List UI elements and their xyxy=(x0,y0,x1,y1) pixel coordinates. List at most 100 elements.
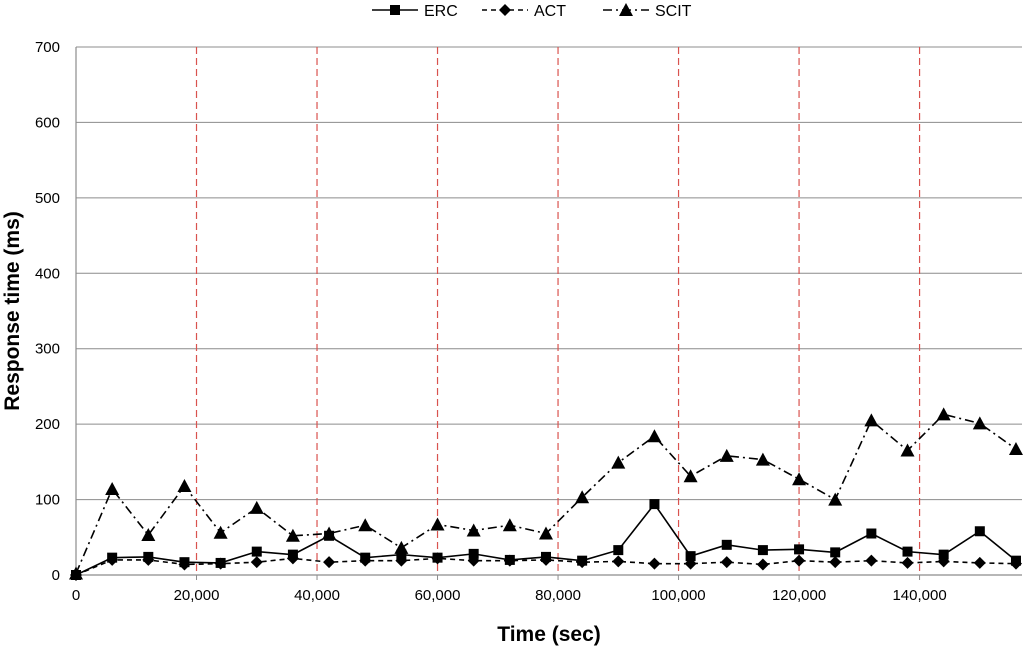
x-tick-label: 80,000 xyxy=(535,587,581,604)
vertical-reference-lines xyxy=(195,47,921,575)
x-tick-label: 140,000 xyxy=(892,587,946,604)
data-point-scit xyxy=(538,526,553,540)
data-point-act xyxy=(612,555,625,568)
data-point-act xyxy=(1009,557,1022,570)
legend-marker-scit xyxy=(619,3,633,16)
data-point-scit xyxy=(105,482,120,496)
data-point-erc xyxy=(757,545,768,556)
data-point-scit xyxy=(900,443,915,457)
data-point-scit xyxy=(864,413,879,427)
data-point-scit xyxy=(430,517,445,531)
data-point-act xyxy=(576,556,589,569)
data-point-erc xyxy=(938,549,949,560)
data-point-act xyxy=(901,556,914,569)
data-point-scit xyxy=(394,540,409,554)
data-point-erc xyxy=(974,526,985,537)
data-series xyxy=(69,407,1023,581)
data-point-act xyxy=(142,553,155,566)
data-point-scit xyxy=(213,525,228,539)
data-point-erc xyxy=(649,499,660,510)
data-point-act xyxy=(684,557,697,570)
data-point-erc xyxy=(830,547,841,558)
data-point-erc xyxy=(613,545,624,556)
legend-label-erc: ERC xyxy=(424,3,458,20)
legend-marker-act xyxy=(499,4,511,16)
y-tick-label: 700 xyxy=(35,39,60,56)
data-point-act xyxy=(937,555,950,568)
legend-marker-erc xyxy=(390,5,400,15)
data-point-scit xyxy=(358,518,373,532)
data-point-erc xyxy=(251,546,262,557)
data-point-scit xyxy=(322,526,337,540)
data-point-act xyxy=(756,558,769,571)
y-tick-label: 300 xyxy=(35,341,60,358)
data-point-act xyxy=(359,554,372,567)
data-point-scit xyxy=(69,566,83,580)
data-point-scit xyxy=(502,518,517,532)
data-point-erc xyxy=(396,549,407,560)
x-tick-label: 20,000 xyxy=(174,587,220,604)
legend-label-scit: SCIT xyxy=(655,3,692,20)
data-point-scit xyxy=(719,448,734,462)
series-line-scit xyxy=(75,413,1017,574)
y-tick-label: 500 xyxy=(35,190,60,207)
data-point-act xyxy=(214,557,227,570)
data-point-act xyxy=(973,556,986,569)
x-axis-title: Time (sec) xyxy=(497,623,601,646)
data-point-act xyxy=(829,556,842,569)
data-point-scit xyxy=(575,490,590,504)
data-point-scit xyxy=(141,528,156,542)
data-point-erc xyxy=(468,548,479,559)
tick-labels: 0 100 200 300 400 500 600 700 0 20,000 40,000 60,00… xyxy=(35,39,947,604)
series-scit xyxy=(69,407,1023,580)
data-point-erc xyxy=(721,539,732,550)
legend: ERC ACT SCIT xyxy=(372,3,692,20)
data-point-erc xyxy=(685,551,696,562)
horizontal-gridlines xyxy=(76,46,1022,501)
axes xyxy=(75,47,1022,576)
data-point-act xyxy=(178,558,191,571)
data-point-act xyxy=(106,553,119,566)
data-point-act xyxy=(793,554,806,567)
x-tick-label: 40,000 xyxy=(294,587,340,604)
x-tick-label: 100,000 xyxy=(651,587,705,604)
data-point-act xyxy=(865,554,878,567)
data-point-act xyxy=(323,556,336,569)
y-tick-label: 200 xyxy=(35,416,60,433)
data-point-scit xyxy=(755,452,770,466)
series-act xyxy=(70,552,1022,581)
data-point-act xyxy=(467,554,480,567)
x-tick-label: 60,000 xyxy=(415,587,461,604)
data-point-erc xyxy=(902,546,913,557)
data-point-scit xyxy=(792,472,807,486)
data-point-scit xyxy=(647,429,662,443)
data-point-scit xyxy=(1008,442,1023,456)
data-point-scit xyxy=(611,455,626,469)
data-point-scit xyxy=(466,523,481,537)
y-tick-label: 100 xyxy=(35,492,60,509)
data-point-scit xyxy=(936,407,951,421)
data-point-act xyxy=(648,557,661,570)
series-line-act xyxy=(75,557,1016,576)
x-tick-label: 0 xyxy=(72,587,80,604)
y-tick-label: 600 xyxy=(35,114,60,131)
data-point-scit xyxy=(972,416,987,430)
data-point-scit xyxy=(177,478,192,492)
y-axis-title: Response time (ms) xyxy=(1,211,24,411)
data-point-erc xyxy=(794,544,805,555)
data-point-act xyxy=(286,552,299,565)
data-point-scit xyxy=(828,492,843,506)
legend-label-act: ACT xyxy=(534,3,566,20)
y-tick-label: 400 xyxy=(35,265,60,282)
data-point-erc xyxy=(866,528,877,539)
y-tick-label: 0 xyxy=(52,567,60,584)
data-point-scit xyxy=(249,500,264,514)
x-tick-label: 120,000 xyxy=(772,587,826,604)
data-point-scit xyxy=(683,469,698,483)
data-point-act xyxy=(431,552,444,565)
data-point-scit xyxy=(285,528,300,542)
data-point-act xyxy=(539,553,552,566)
data-point-act xyxy=(503,554,516,567)
data-point-act xyxy=(720,556,733,569)
